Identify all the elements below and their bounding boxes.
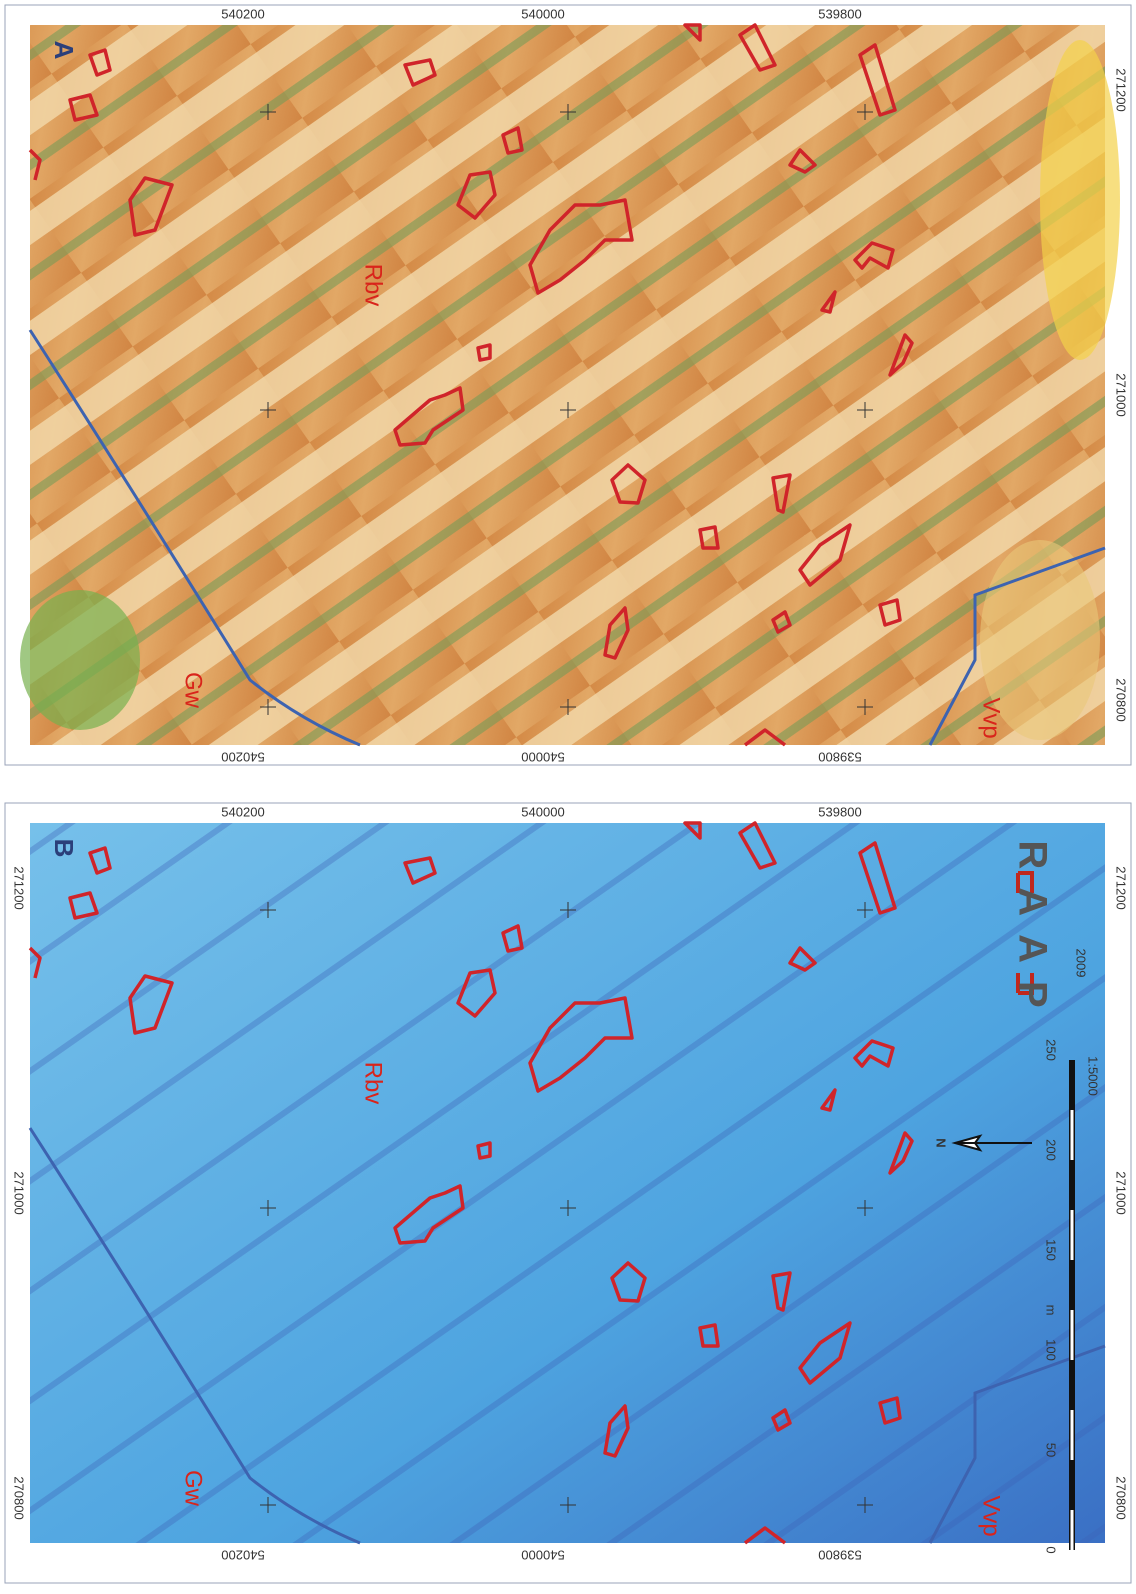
north-label: N xyxy=(934,1138,949,1147)
scale-tick-label: 250 xyxy=(1044,1039,1059,1061)
unit-label: Gw xyxy=(180,672,207,709)
unit-label: Rbv xyxy=(360,1062,387,1105)
panel-a xyxy=(4,802,1132,1584)
scale-unit: m xyxy=(1044,1305,1059,1316)
x-coord-label: 540200 xyxy=(221,6,264,21)
panel-label: A xyxy=(49,41,79,60)
x-coord-label: 540200 xyxy=(221,804,264,819)
x-coord-label: 539800 xyxy=(818,804,861,819)
panel-b xyxy=(4,4,1132,766)
scale-tick-label: 200 xyxy=(1044,1139,1059,1161)
y-coord-label: 270800 xyxy=(1114,1476,1129,1519)
unit-label: Rbv xyxy=(360,264,387,307)
scale-tick-label: 0 xyxy=(1044,1546,1059,1553)
x-coord-label: 539800 xyxy=(818,750,861,765)
unit-label: Vvp xyxy=(978,697,1005,738)
x-coord-label: 540000 xyxy=(521,750,564,765)
unit-label: Gw xyxy=(180,1470,207,1507)
x-coord-label: 540000 xyxy=(521,1548,564,1563)
x-coord-label: 539800 xyxy=(818,1548,861,1563)
y-coord-label: 270800 xyxy=(1114,678,1129,721)
y-coord-label: 271000 xyxy=(12,1171,27,1214)
scale-tick-label: 150 xyxy=(1044,1239,1059,1261)
x-coord-label: 540200 xyxy=(221,1548,264,1563)
x-coord-label: 540000 xyxy=(521,804,564,819)
y-coord-label: 271000 xyxy=(1114,373,1129,416)
panel-label: B xyxy=(49,839,79,858)
scale-tick-label: 50 xyxy=(1044,1443,1059,1457)
scale-ratio: 1:5000 xyxy=(1086,1056,1101,1096)
x-coord-label: 540200 xyxy=(221,750,264,765)
unit-label: Vvp xyxy=(978,1495,1005,1536)
y-coord-label: 270800 xyxy=(12,1476,27,1519)
y-coord-label: 271200 xyxy=(1114,866,1129,909)
logo: RAAP xyxy=(1010,840,1054,1025)
x-coord-label: 539800 xyxy=(818,6,861,21)
logo-year: 2009 xyxy=(1074,949,1089,978)
x-coord-label: 540000 xyxy=(521,6,564,21)
scale-tick-label: 100 xyxy=(1044,1339,1059,1361)
y-coord-label: 271000 xyxy=(1114,1171,1129,1214)
y-coord-label: 271200 xyxy=(12,866,27,909)
y-coord-label: 271200 xyxy=(1114,68,1129,111)
